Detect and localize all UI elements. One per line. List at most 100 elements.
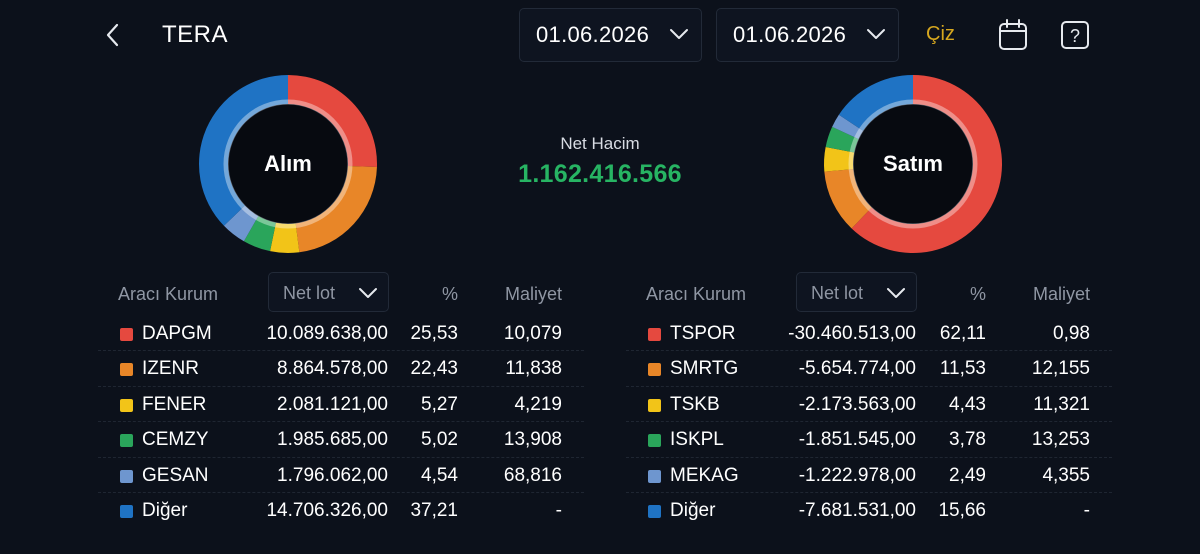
- sell-pct-header: %: [969, 284, 986, 304]
- sell-table-row[interactable]: SMRTG -5.654.774,00 11,53 12,155: [626, 351, 1112, 387]
- buy-metric-value: Net lot: [283, 283, 336, 303]
- sell-donut-chart: Satım: [823, 74, 1003, 254]
- start-date-select[interactable]: 01.06.2026: [519, 8, 702, 62]
- sell-table-row[interactable]: TSKB -2.173.563,00 4,43 11,321: [626, 387, 1112, 423]
- percent-value: 3,78: [949, 429, 986, 451]
- cost-value: 10,079: [503, 323, 562, 344]
- cost-value: 11,321: [1033, 393, 1090, 415]
- chevron-left-icon: [106, 23, 119, 47]
- buy-cost-header: Maliyet: [504, 284, 562, 304]
- buy-donut-chart: Alım: [198, 74, 378, 254]
- net-lot-value: -7.681.531,00: [798, 499, 916, 521]
- cost-value: 11,838: [505, 358, 562, 380]
- color-swatch: [648, 469, 661, 483]
- chevron-down-icon: [670, 29, 688, 39]
- buy-donut-svg: [199, 75, 377, 254]
- sell-table-row[interactable]: MEKAG -1.222.978,00 2,49 4,355: [626, 458, 1112, 493]
- cost-value: 13,253: [1031, 429, 1090, 451]
- sell-donut-slice-4: [825, 126, 859, 153]
- broker-name: ISKPL: [670, 429, 724, 451]
- sell-donut-slice-5: [832, 114, 864, 139]
- color-swatch: [120, 469, 133, 483]
- net-lot-value: -2.173.563,00: [798, 393, 916, 415]
- net-lot-value: -1.222.978,00: [798, 464, 916, 486]
- color-swatch: [648, 328, 661, 341]
- cost-value: 12,155: [1031, 358, 1090, 380]
- buy-donut-slice-6: [199, 75, 288, 226]
- cost-value: -: [555, 499, 562, 521]
- buy-table: Aracı Kurum Net lot % Maliyet DAPGM 10.08…: [98, 272, 584, 528]
- buy-donut-slice-1: [288, 75, 377, 167]
- broker-name: Diğer: [142, 499, 188, 521]
- cost-value: 4,219: [514, 393, 562, 415]
- color-swatch: [648, 434, 661, 448]
- broker-name: TSKB: [670, 393, 720, 415]
- cost-value: -: [1083, 499, 1090, 521]
- end-date-value: 01.06.2026: [733, 22, 847, 47]
- broker-name: Diğer: [670, 499, 716, 521]
- color-swatch: [120, 434, 133, 448]
- percent-value: 11,53: [939, 358, 986, 380]
- color-swatch: [120, 363, 133, 377]
- color-swatch: [648, 504, 661, 518]
- percent-value: 37,21: [410, 499, 458, 521]
- buy-donut-slice-4: [243, 216, 276, 252]
- net-lot-value: 8.864.578,00: [277, 358, 388, 380]
- buy-table-row[interactable]: CEMZY 1.985.685,00 5,02 13,908: [98, 422, 584, 458]
- broker-name: DAPGM: [142, 323, 212, 344]
- sell-metric-select[interactable]: Net lot: [796, 272, 917, 312]
- sell-table-row[interactable]: Diğer -7.681.531,00 15,66 -: [626, 493, 1112, 528]
- percent-value: 62,11: [939, 323, 986, 344]
- net-volume-value: 1.162.416.566: [518, 160, 682, 188]
- draw-button[interactable]: Çiz: [926, 23, 955, 45]
- color-swatch: [648, 363, 661, 377]
- buy-donut-slice-2: [295, 165, 377, 253]
- chevron-down-icon: [867, 29, 885, 39]
- sell-donut-slice-6: [838, 75, 913, 131]
- net-lot-value: -30.460.513,00: [788, 323, 916, 344]
- percent-value: 22,43: [410, 358, 458, 380]
- color-swatch: [120, 398, 133, 412]
- sell-table: Aracı Kurum Net lot % Maliyet TSPOR -30.4…: [626, 272, 1112, 528]
- buy-donut-slice-3: [270, 222, 300, 254]
- sell-table-header: Aracı Kurum Net lot % Maliyet: [626, 272, 1112, 312]
- buy-table-row[interactable]: FENER 2.081.121,00 5,27 4,219: [98, 387, 584, 423]
- buy-table-row[interactable]: DAPGM 10.089.638,00 25,53 10,079: [98, 316, 584, 352]
- cost-value: 0,98: [1053, 323, 1090, 344]
- buy-table-row[interactable]: IZENR 8.864.578,00 22,43 11,838: [98, 351, 584, 387]
- buy-metric-select[interactable]: Net lot: [268, 272, 389, 312]
- percent-value: 4,43: [949, 393, 986, 415]
- buy-table-header: Aracı Kurum Net lot % Maliyet: [98, 272, 584, 312]
- net-lot-value: 14.706.326,00: [266, 499, 388, 521]
- buy-broker-header: Aracı Kurum: [118, 284, 219, 304]
- calendar-icon: [999, 19, 1027, 50]
- buy-chart-label: Alım: [264, 151, 312, 176]
- broker-name: GESAN: [142, 464, 209, 486]
- color-swatch: [120, 504, 133, 518]
- calendar-button[interactable]: [997, 18, 1029, 52]
- color-swatch: [120, 328, 133, 341]
- sell-metric-value: Net lot: [811, 283, 864, 303]
- page-title: TERA: [162, 21, 229, 48]
- sell-table-row[interactable]: ISKPL -1.851.545,00 3,78 13,253: [626, 422, 1112, 458]
- net-lot-value: 1.796.062,00: [277, 464, 388, 486]
- sell-chart-label: Satım: [883, 151, 943, 176]
- sell-cost-header: Maliyet: [1032, 284, 1090, 304]
- help-icon: ?: [1061, 21, 1089, 49]
- net-volume: Net Hacim 1.162.416.566: [450, 134, 750, 189]
- color-swatch: [648, 398, 661, 412]
- buy-table-row[interactable]: GESAN 1.796.062,00 4,54 68,816: [98, 458, 584, 493]
- buy-pct-header: %: [441, 284, 458, 304]
- broker-name: MEKAG: [670, 464, 739, 486]
- net-volume-label: Net Hacim: [560, 134, 640, 153]
- sell-broker-header: Aracı Kurum: [646, 284, 747, 304]
- net-lot-value: -5.654.774,00: [798, 358, 916, 380]
- net-lot-value: 10.089.638,00: [266, 323, 388, 344]
- buy-table-row[interactable]: Diğer 14.706.326,00 37,21 -: [98, 493, 584, 528]
- chevron-down-icon: [359, 288, 377, 298]
- end-date-select[interactable]: 01.06.2026: [716, 8, 899, 62]
- sell-table-row[interactable]: TSPOR -30.460.513,00 62,11 0,98: [626, 316, 1112, 352]
- cost-value: 68,816: [503, 464, 562, 486]
- back-button[interactable]: [98, 20, 126, 50]
- help-button[interactable]: ?: [1059, 18, 1091, 52]
